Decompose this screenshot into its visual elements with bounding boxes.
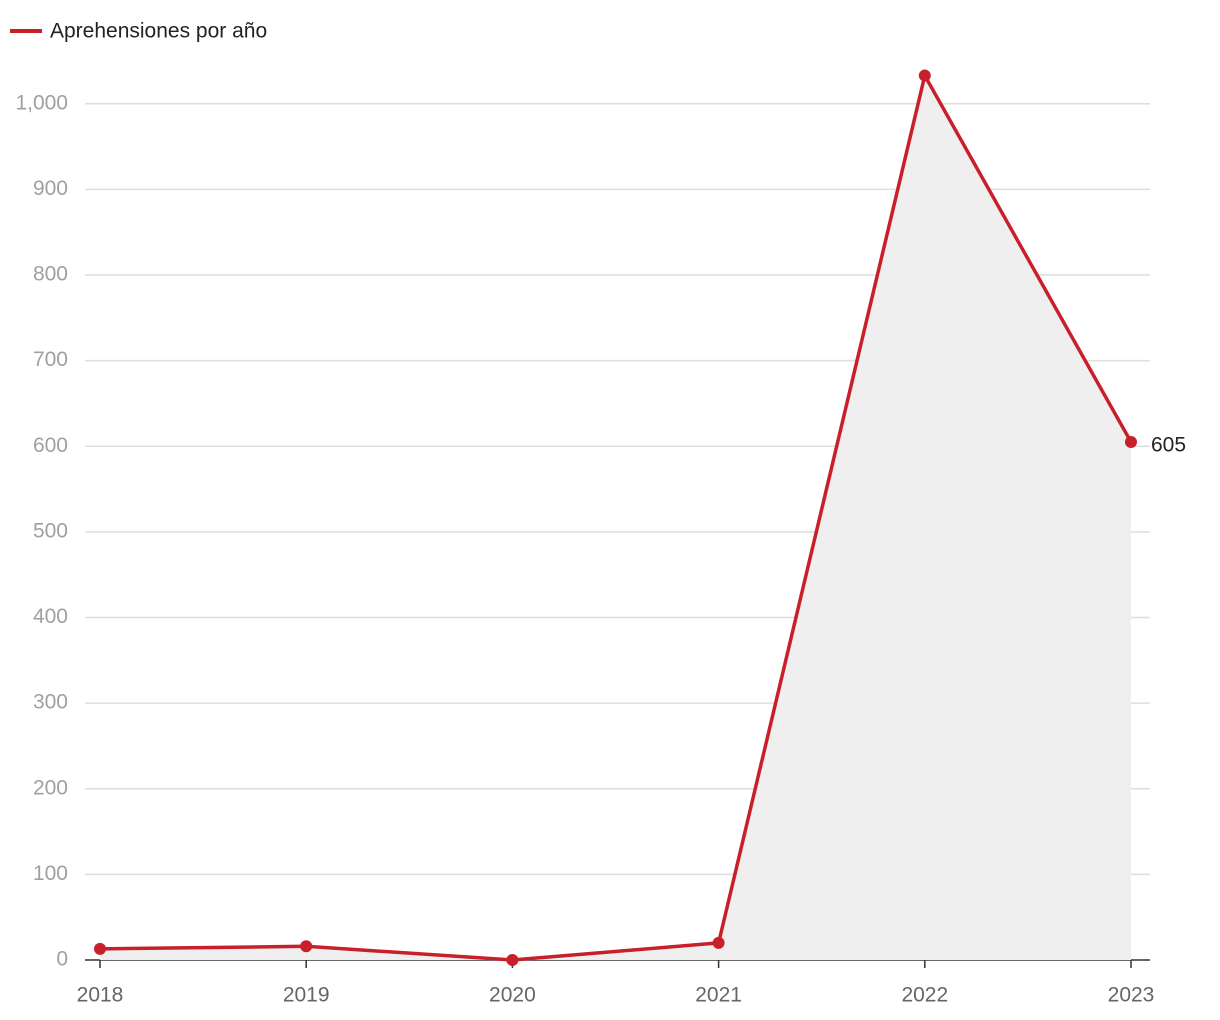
y-tick-label: 500 xyxy=(33,519,68,542)
y-tick-label: 900 xyxy=(33,177,68,200)
y-tick-label: 400 xyxy=(33,605,68,628)
legend-label: Aprehensiones por año xyxy=(50,20,267,43)
y-tick-label: 0 xyxy=(56,948,68,971)
point xyxy=(918,69,931,82)
y-tick-label: 600 xyxy=(33,434,68,457)
data-label: 605 xyxy=(1151,434,1186,457)
y-tick-label: 200 xyxy=(33,776,68,799)
point xyxy=(712,936,725,949)
x-tick-label: 2021 xyxy=(695,984,742,1007)
line xyxy=(99,73,1133,962)
point xyxy=(1125,436,1137,449)
x-tick-label: 2022 xyxy=(901,984,948,1007)
x-tick-label: 2020 xyxy=(489,984,536,1007)
y-tick-label: 100 xyxy=(33,862,68,885)
point xyxy=(506,954,519,966)
y-tick-label: 300 xyxy=(33,691,68,714)
point xyxy=(300,940,313,953)
x-tick-label: 2019 xyxy=(283,984,330,1007)
area xyxy=(100,75,1131,960)
y-tick-label: 1,000 xyxy=(15,91,68,114)
point xyxy=(94,942,106,955)
x-tick-label: 2018 xyxy=(77,984,124,1007)
x-tick-label: 2023 xyxy=(1108,984,1155,1007)
y-tick-label: 700 xyxy=(33,348,68,371)
y-tick-label: 800 xyxy=(33,263,68,286)
